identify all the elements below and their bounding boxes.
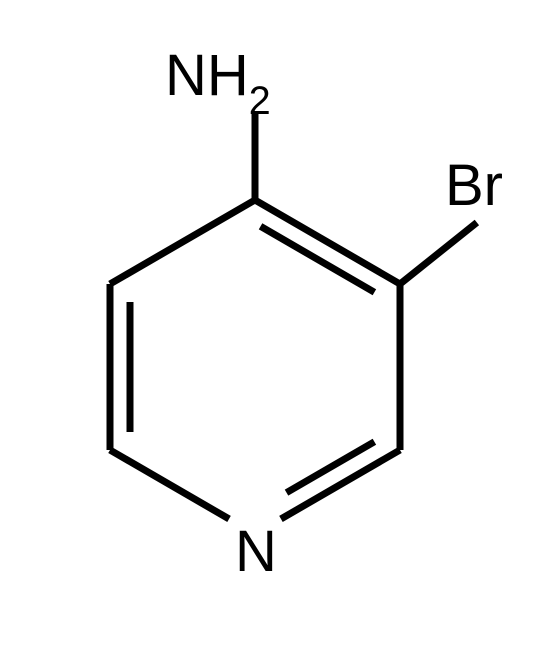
n-text: N xyxy=(235,519,277,584)
molecule-canvas: NH2 Br N xyxy=(0,0,560,640)
br-label: Br xyxy=(445,152,503,219)
nh2-text: NH xyxy=(165,43,249,108)
br-text: Br xyxy=(445,153,503,218)
nh2-sub: 2 xyxy=(249,79,271,123)
molecule-svg xyxy=(0,0,560,640)
n-ring-label: N xyxy=(235,518,277,585)
nh2-label: NH2 xyxy=(165,42,271,118)
